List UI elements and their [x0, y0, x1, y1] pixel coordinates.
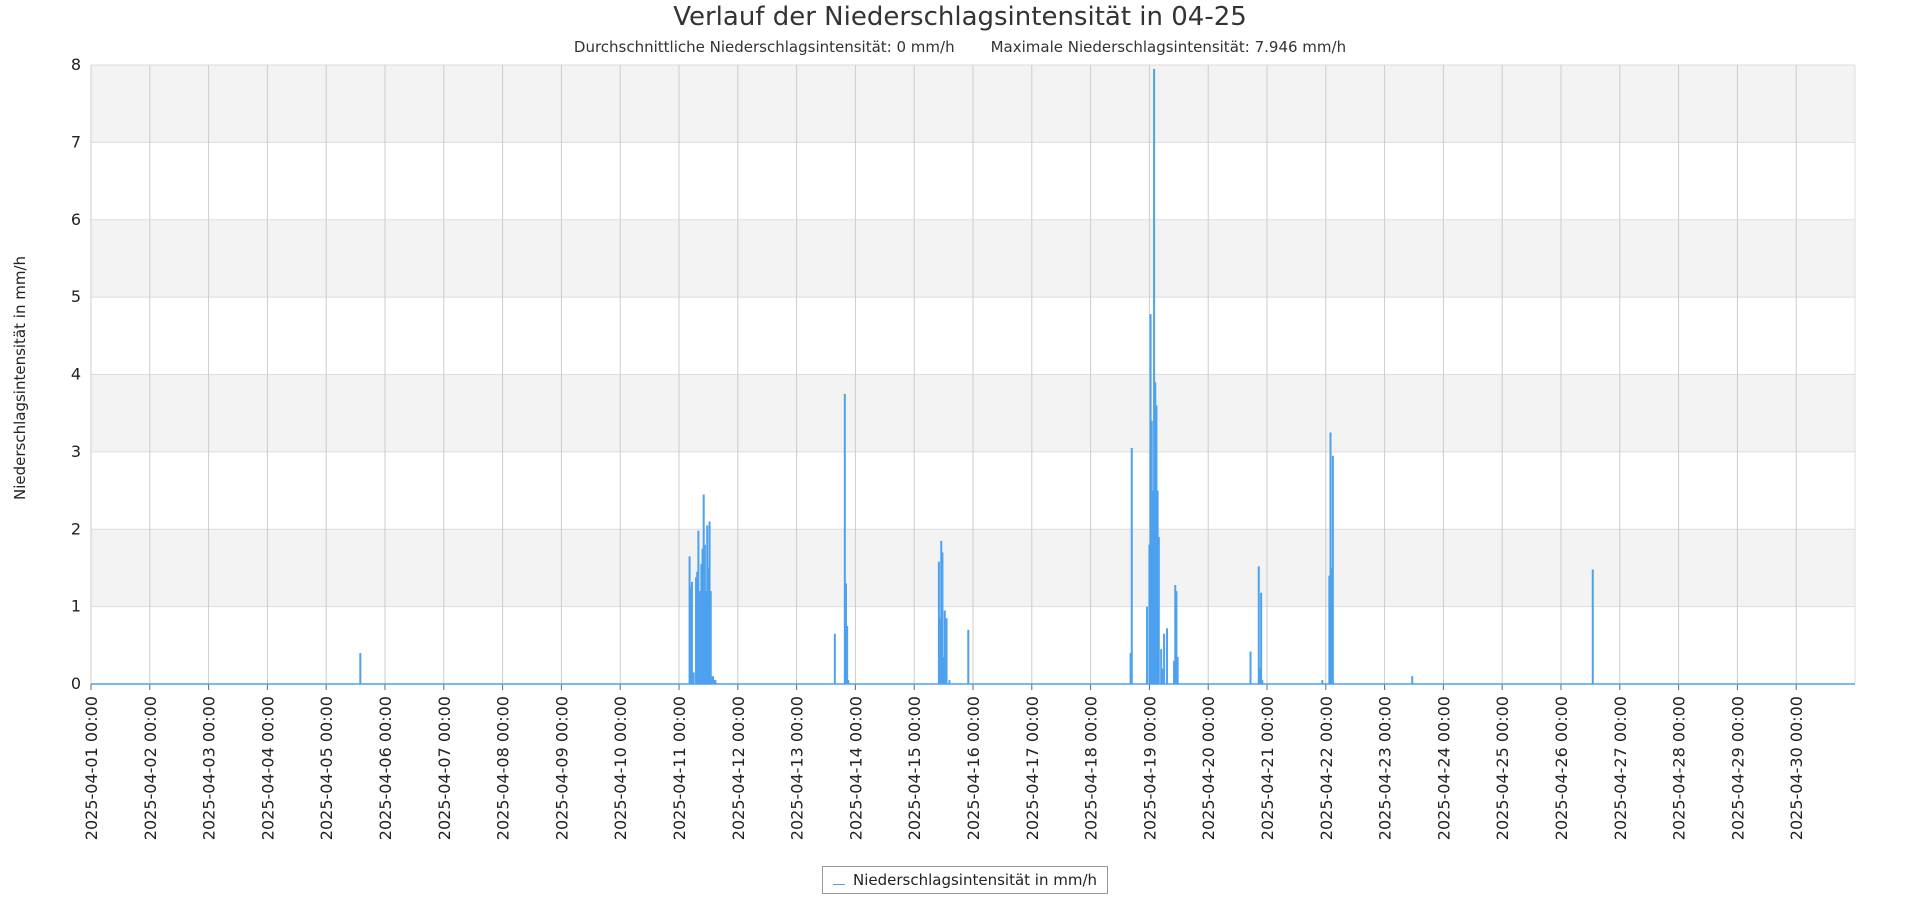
- y-axis-ticks: 0 1 2 3 4 5 6 7 8: [71, 55, 81, 693]
- x-tick-label: 2025-04-01 00:00: [82, 696, 101, 840]
- x-tick-label: 2025-04-06 00:00: [376, 696, 395, 840]
- subtitle-maximum: Maximale Niederschlagsintensität: 7.946 …: [990, 38, 1347, 56]
- x-tick-label: 2025-04-10 00:00: [611, 696, 630, 840]
- x-tick-label: 2025-04-23 00:00: [1376, 696, 1395, 840]
- y-tick-label: 7: [71, 132, 81, 151]
- x-tick-label: 2025-04-02 00:00: [141, 696, 160, 840]
- y-tick-label: 1: [71, 597, 81, 616]
- x-tick-label: 2025-04-17 00:00: [1023, 696, 1042, 840]
- chart-title: Verlauf der Niederschlagsintensität in 0…: [673, 2, 1247, 32]
- x-tick-label: 2025-04-09 00:00: [552, 696, 571, 840]
- x-tick-label: 2025-04-18 00:00: [1082, 696, 1101, 840]
- y-tick-label: 6: [71, 210, 81, 229]
- x-tick-label: 2025-04-14 00:00: [846, 696, 865, 840]
- x-tick-label: 2025-04-28 00:00: [1670, 696, 1689, 840]
- legend-label: Niederschlagsintensität in mm/h: [853, 871, 1098, 889]
- x-tick-label: 2025-04-29 00:00: [1728, 696, 1747, 840]
- chart-subtitle: Durchschnittliche Niederschlagsintensitä…: [0, 37, 1920, 57]
- x-axis-ticks: 2025-04-01 00:00 2025-04-02 00:00 2025-04-…: [82, 684, 1806, 840]
- x-tick-label: 2025-04-21 00:00: [1258, 696, 1277, 840]
- x-tick-label: 2025-04-04 00:00: [258, 696, 277, 840]
- subtitle-average: Durchschnittliche Niederschlagsintensitä…: [573, 38, 955, 56]
- y-tick-label: 8: [71, 55, 81, 74]
- y-tick-label: 2: [71, 519, 81, 538]
- x-tick-label: 2025-04-30 00:00: [1787, 696, 1806, 840]
- x-tick-label: 2025-04-03 00:00: [200, 696, 219, 840]
- y-tick-label: 3: [71, 442, 81, 461]
- x-tick-label: 2025-04-16 00:00: [964, 696, 983, 840]
- legend-swatch: [833, 883, 845, 885]
- x-tick-label: 2025-04-15 00:00: [905, 696, 924, 840]
- x-tick-label: 2025-04-20 00:00: [1199, 696, 1218, 840]
- y-tick-label: 4: [71, 365, 81, 384]
- y-tick-label: 0: [71, 674, 81, 693]
- x-tick-label: 2025-04-24 00:00: [1434, 696, 1453, 840]
- y-tick-label: 5: [71, 287, 81, 306]
- x-tick-label: 2025-04-22 00:00: [1317, 696, 1336, 840]
- x-tick-label: 2025-04-25 00:00: [1493, 696, 1512, 840]
- x-tick-label: 2025-04-27 00:00: [1611, 696, 1630, 840]
- legend[interactable]: Niederschlagsintensität in mm/h: [822, 866, 1109, 894]
- x-tick-label: 2025-04-19 00:00: [1140, 696, 1159, 840]
- x-tick-label: 2025-04-05 00:00: [317, 696, 336, 840]
- x-tick-label: 2025-04-26 00:00: [1552, 696, 1571, 840]
- x-tick-label: 2025-04-07 00:00: [435, 696, 454, 840]
- series-line: [359, 68, 1594, 684]
- x-tick-label: 2025-04-11 00:00: [670, 696, 689, 840]
- x-tick-label: 2025-04-12 00:00: [729, 696, 748, 840]
- x-tick-label: 2025-04-13 00:00: [788, 696, 807, 840]
- x-tick-label: 2025-04-08 00:00: [494, 696, 513, 840]
